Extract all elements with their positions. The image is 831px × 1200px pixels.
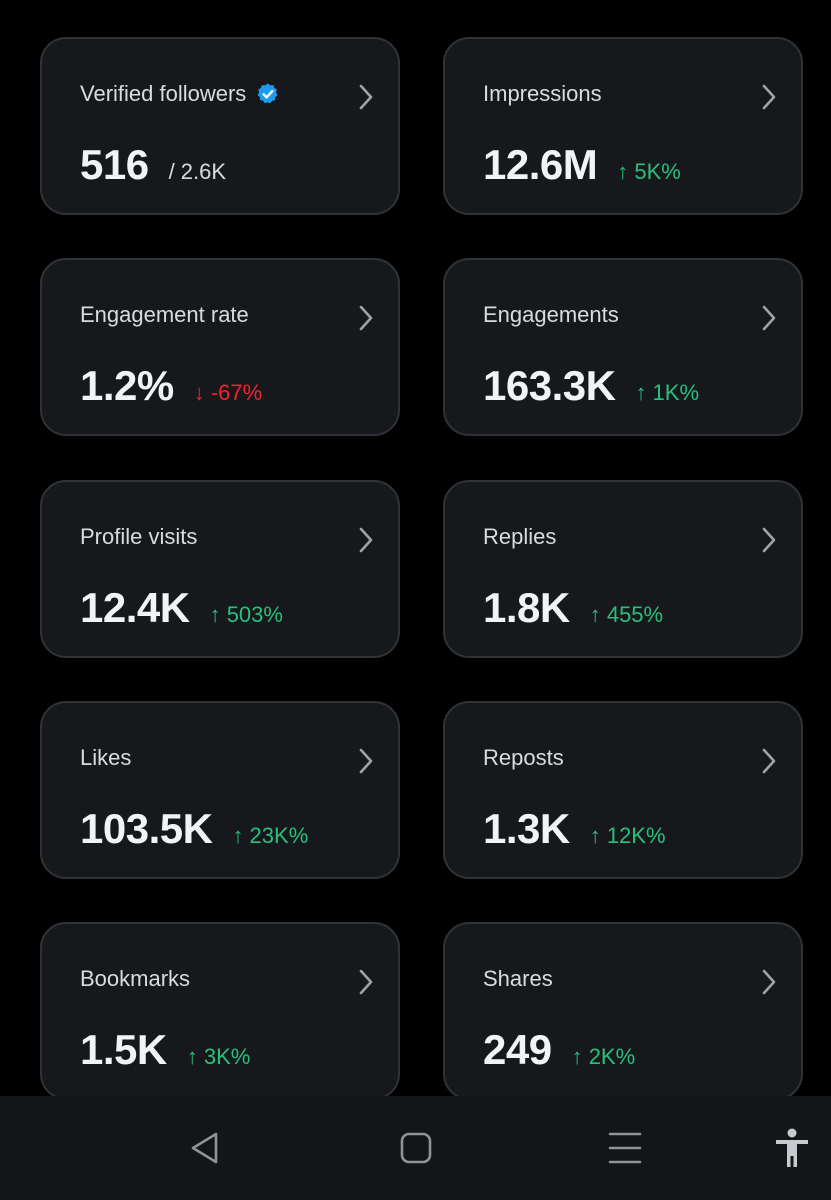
metric-value: 12.4K [80, 584, 190, 631]
metric-change: ↑ 3K% [186, 1044, 251, 1069]
value-row: 1.2% ↓ -67% [80, 362, 262, 410]
card-label: Shares [483, 966, 553, 991]
chevron-right-icon [359, 748, 373, 774]
card-label: Likes [80, 745, 132, 770]
card-engagement-rate[interactable]: Engagement rate 1.2% ↓ -67% [40, 258, 400, 436]
card-bookmarks[interactable]: Bookmarks 1.5K ↑ 3K% [40, 922, 400, 1096]
chevron-right-icon [359, 527, 373, 553]
metric-value: 1.8K [483, 584, 570, 631]
metric-change: ↑ 503% [209, 602, 283, 627]
card-verified-followers[interactable]: Verified followers 516 / 2.6K [40, 37, 400, 215]
metric-value: 1.3K [483, 805, 570, 852]
value-row: 163.3K ↑ 1K% [483, 362, 699, 410]
card-label: Replies [483, 524, 557, 549]
system-navigation-bar [0, 1096, 831, 1200]
metric-value: 1.2% [80, 362, 174, 409]
recents-lines-icon[interactable] [603, 1126, 647, 1170]
card-reposts[interactable]: Reposts 1.3K ↑ 12K% [443, 701, 803, 879]
card-impressions[interactable]: Impressions 12.6M ↑ 5K% [443, 37, 803, 215]
card-label: Bookmarks [80, 966, 191, 991]
chevron-right-icon [762, 305, 776, 331]
card-shares[interactable]: Shares 249 ↑ 2K% [443, 922, 803, 1096]
chevron-right-icon [359, 84, 373, 110]
value-row: 249 ↑ 2K% [483, 1026, 635, 1074]
value-row: 12.6M ↑ 5K% [483, 141, 681, 189]
card-profile-visits[interactable]: Profile visits 12.4K ↑ 503% [40, 480, 400, 658]
value-row: 1.5K ↑ 3K% [80, 1026, 250, 1074]
card-label: Profile visits [80, 524, 198, 549]
card-label: Verified followers [80, 81, 247, 106]
metric-value: 163.3K [483, 362, 616, 409]
value-row: 516 / 2.6K [80, 141, 226, 189]
accessibility-person-icon[interactable] [770, 1126, 814, 1170]
card-label: Engagement rate [80, 302, 249, 327]
metric-value: 1.5K [80, 1026, 167, 1073]
chevron-right-icon [762, 84, 776, 110]
card-label: Reposts [483, 745, 564, 770]
chevron-right-icon [359, 969, 373, 995]
metric-change: ↑ 12K% [589, 823, 666, 848]
value-row: 1.3K ↑ 12K% [483, 805, 666, 853]
metric-change: ↑ 455% [589, 602, 664, 627]
metric-total: / 2.6K [168, 159, 227, 184]
metric-change: ↓ -67% [193, 380, 263, 405]
metric-change: ↑ 2K% [571, 1044, 636, 1069]
card-label-wrap: Verified followers [80, 81, 280, 107]
chevron-right-icon [762, 527, 776, 553]
metric-value: 516 [80, 141, 149, 188]
verified-badge-icon [258, 83, 278, 104]
metric-change: ↑ 1K% [635, 380, 700, 405]
chevron-right-icon [762, 748, 776, 774]
chevron-right-icon [359, 305, 373, 331]
metric-change: ↑ 5K% [617, 159, 681, 184]
card-likes[interactable]: Likes 103.5K ↑ 23K% [40, 701, 400, 879]
metric-value: 249 [483, 1026, 552, 1073]
metric-value: 103.5K [80, 805, 213, 852]
value-row: 12.4K ↑ 503% [80, 584, 283, 632]
metrics-grid: Verified followers 516 / 2.6K Impression… [40, 37, 803, 1096]
back-triangle-icon[interactable] [184, 1126, 228, 1170]
metric-change: ↑ 23K% [232, 823, 309, 848]
home-square-icon[interactable] [394, 1126, 438, 1170]
value-row: 1.8K ↑ 455% [483, 584, 663, 632]
chevron-right-icon [762, 969, 776, 995]
card-replies[interactable]: Replies 1.8K ↑ 455% [443, 480, 803, 658]
card-engagements[interactable]: Engagements 163.3K ↑ 1K% [443, 258, 803, 436]
value-row: 103.5K ↑ 23K% [80, 805, 308, 853]
metric-value: 12.6M [483, 141, 598, 188]
card-label: Engagements [483, 302, 619, 327]
card-label: Impressions [483, 81, 602, 106]
